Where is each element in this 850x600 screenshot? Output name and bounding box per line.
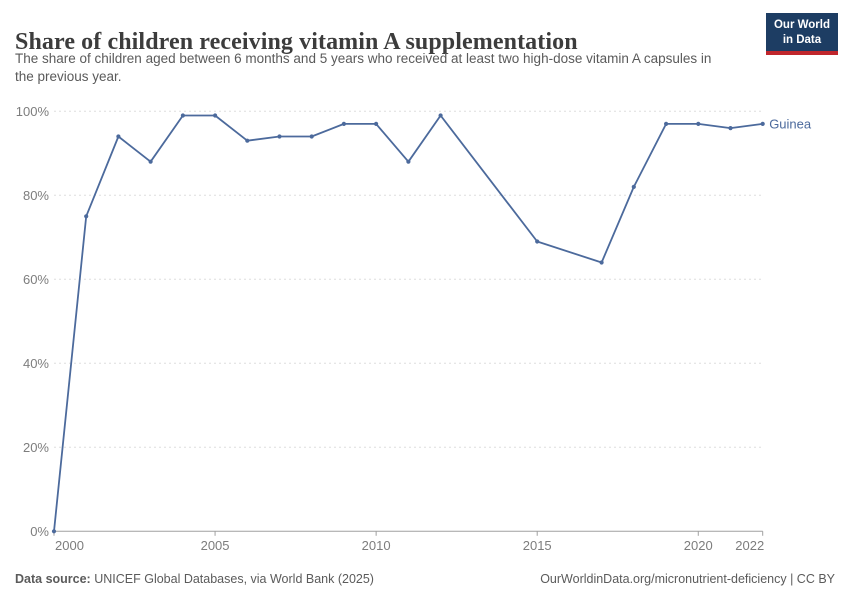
- data-point-2011[interactable]: [406, 159, 411, 164]
- data-point-2012[interactable]: [438, 113, 443, 118]
- data-point-2006[interactable]: [245, 138, 250, 143]
- data-source: Data source: UNICEF Global Databases, vi…: [15, 572, 374, 586]
- x-tick-label-2000: 2000: [55, 538, 84, 553]
- series-label-guinea[interactable]: Guinea: [769, 116, 812, 131]
- data-point-2007[interactable]: [277, 134, 282, 139]
- chart-subtitle: The share of children aged between 6 mon…: [15, 51, 712, 84]
- data-point-2001[interactable]: [84, 214, 89, 219]
- owid-logo-line2: in Data: [782, 33, 822, 46]
- owid-logo: Our World in Data: [765, 13, 838, 56]
- y-tick-label-60: 60%: [23, 272, 49, 287]
- owid-logo-line1: Our World: [773, 19, 830, 31]
- data-point-2010[interactable]: [374, 121, 379, 126]
- x-tick-label-2020: 2020: [684, 538, 713, 553]
- data-point-2002[interactable]: [116, 134, 121, 139]
- data-point-2009[interactable]: [341, 121, 346, 126]
- y-tick-label-40: 40%: [23, 356, 49, 371]
- data-point-2019[interactable]: [664, 121, 669, 126]
- x-tick-label-2015: 2015: [523, 538, 552, 553]
- data-point-2008[interactable]: [309, 134, 314, 139]
- y-tick-label-80: 80%: [23, 188, 49, 203]
- y-tick-label-20: 20%: [23, 440, 49, 455]
- x-tick-label-2010: 2010: [362, 538, 391, 553]
- trend-line-guinea[interactable]: [53, 114, 764, 533]
- data-point-2000[interactable]: [51, 529, 57, 534]
- x-tick-label-2005: 2005: [201, 538, 230, 553]
- data-point-2015[interactable]: [535, 239, 540, 244]
- data-point-2004[interactable]: [180, 113, 185, 118]
- data-point-2017[interactable]: [599, 260, 604, 265]
- chart-footer: Data source: UNICEF Global Databases, vi…: [15, 572, 835, 586]
- page-title: Share of children receiving vitamin A su…: [15, 29, 578, 56]
- data-point-2018[interactable]: [631, 184, 636, 189]
- data-point-2022[interactable]: [760, 121, 765, 126]
- data-point-2003[interactable]: [148, 159, 153, 164]
- data-source-label: Data source:: [15, 572, 91, 586]
- data-source-text: UNICEF Global Databases, via World Bank …: [94, 572, 374, 586]
- y-tick-label-0: 0%: [30, 524, 49, 539]
- data-point-2021[interactable]: [728, 126, 733, 131]
- x-tick-label-2022: 2022: [735, 538, 764, 553]
- data-point-2020[interactable]: [696, 121, 701, 126]
- license-link[interactable]: OurWorldinData.org/micronutrient-deficie…: [540, 572, 835, 586]
- y-tick-label-100: 100%: [16, 104, 50, 119]
- data-point-2005[interactable]: [213, 113, 218, 118]
